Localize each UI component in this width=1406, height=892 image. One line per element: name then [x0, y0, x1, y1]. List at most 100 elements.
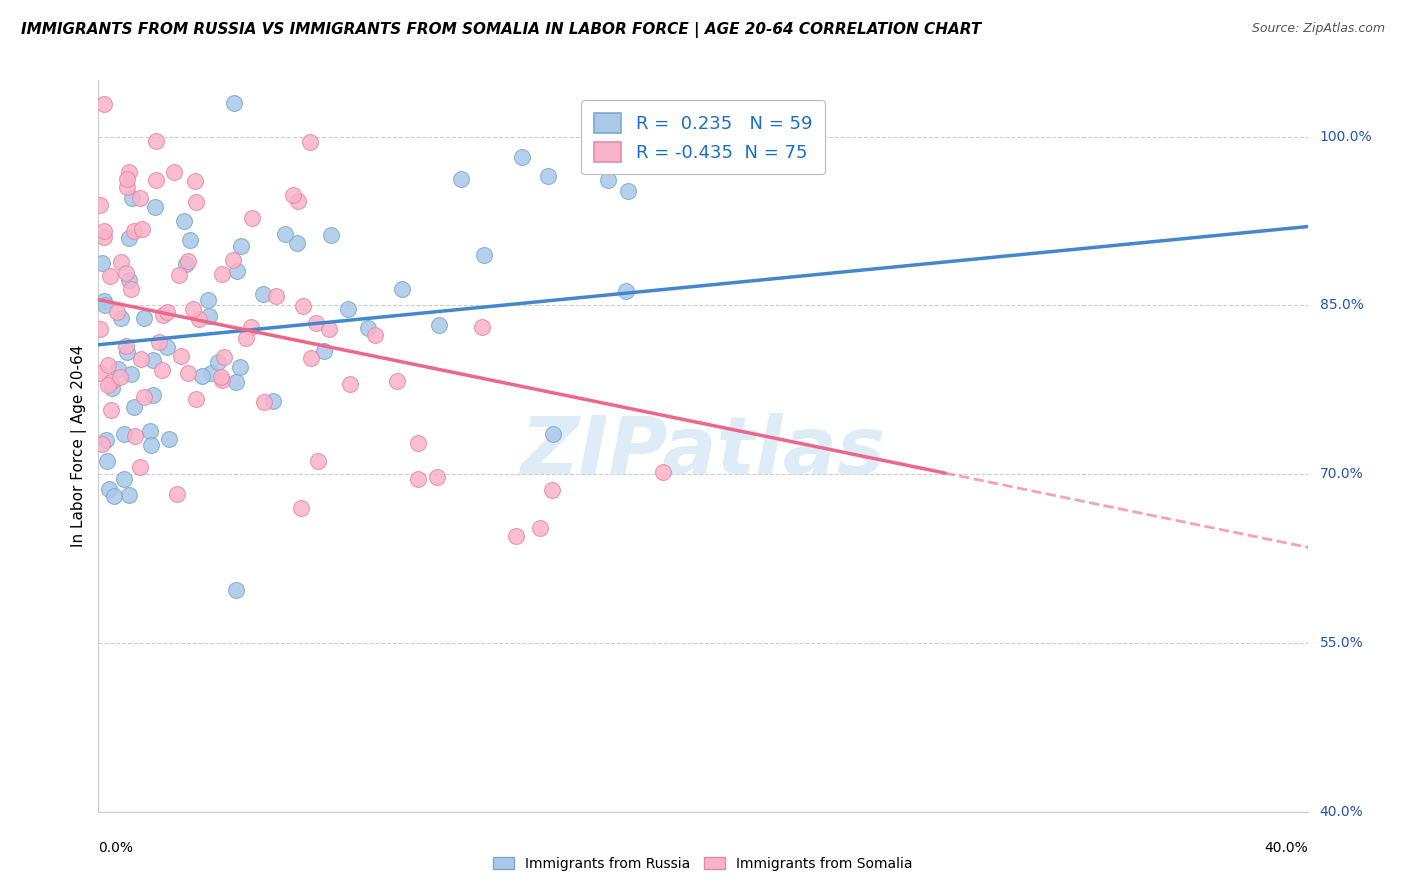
- Point: [120, 282, 142, 296]
- Point: [177, 254, 200, 268]
- Text: Source: ZipAtlas.com: Source: ZipAtlas.com: [1251, 22, 1385, 36]
- Point: [596, 173, 619, 187]
- Point: [118, 488, 141, 502]
- Point: [364, 327, 387, 342]
- Point: [273, 227, 295, 241]
- Point: [188, 311, 211, 326]
- Text: 85.0%: 85.0%: [1320, 298, 1364, 312]
- Point: [229, 360, 252, 375]
- Point: [152, 309, 174, 323]
- Point: [339, 376, 361, 391]
- Point: [186, 392, 208, 407]
- Point: [617, 184, 640, 198]
- Point: [89, 366, 111, 380]
- Point: [173, 214, 195, 228]
- Point: [89, 198, 111, 212]
- Point: [132, 311, 155, 326]
- Point: [121, 191, 143, 205]
- Point: [142, 388, 165, 402]
- Point: [143, 200, 166, 214]
- Point: [105, 305, 128, 319]
- Point: [222, 253, 245, 268]
- Point: [97, 482, 120, 496]
- Point: [312, 343, 335, 358]
- Point: [337, 301, 360, 316]
- Point: [652, 466, 675, 480]
- Point: [505, 529, 527, 543]
- Point: [319, 228, 342, 243]
- Point: [118, 165, 141, 179]
- Point: [512, 150, 534, 164]
- Point: [226, 264, 249, 278]
- Point: [290, 500, 312, 515]
- Point: [225, 375, 247, 389]
- Point: [94, 298, 117, 312]
- Point: [427, 318, 450, 332]
- Point: [190, 369, 212, 384]
- Point: [283, 188, 305, 202]
- Point: [543, 426, 565, 441]
- Point: [207, 355, 229, 369]
- Point: [94, 434, 117, 448]
- Point: [93, 224, 115, 238]
- Point: [110, 311, 132, 326]
- Text: IMMIGRANTS FROM RUSSIA VS IMMIGRANTS FROM SOMALIA IN LABOR FORCE | AGE 20-64 COR: IMMIGRANTS FROM RUSSIA VS IMMIGRANTS FRO…: [21, 22, 981, 38]
- Text: 40.0%: 40.0%: [1264, 841, 1308, 855]
- Point: [163, 164, 186, 178]
- Point: [264, 289, 287, 303]
- Point: [197, 293, 219, 307]
- Point: [235, 331, 257, 345]
- Point: [166, 487, 188, 501]
- Point: [103, 489, 125, 503]
- Point: [252, 286, 274, 301]
- Point: [93, 97, 115, 112]
- Point: [156, 340, 179, 354]
- Point: [96, 454, 118, 468]
- Legend: R =  0.235   N = 59, R = -0.435  N = 75: R = 0.235 N = 59, R = -0.435 N = 75: [581, 100, 825, 174]
- Point: [115, 339, 138, 353]
- Point: [426, 470, 449, 484]
- Point: [100, 403, 122, 417]
- Legend: Immigrants from Russia, Immigrants from Somalia: Immigrants from Russia, Immigrants from …: [488, 851, 918, 876]
- Point: [292, 300, 315, 314]
- Text: 40.0%: 40.0%: [1320, 805, 1364, 819]
- Point: [305, 316, 328, 330]
- Point: [118, 231, 141, 245]
- Point: [239, 320, 262, 334]
- Point: [110, 255, 132, 269]
- Point: [385, 374, 408, 388]
- Point: [198, 309, 221, 323]
- Point: [112, 426, 135, 441]
- Point: [231, 239, 253, 253]
- Point: [115, 180, 138, 194]
- Point: [211, 268, 233, 282]
- Point: [184, 174, 207, 188]
- Point: [101, 381, 124, 395]
- Point: [97, 377, 120, 392]
- Point: [222, 95, 245, 110]
- Point: [471, 319, 494, 334]
- Point: [181, 301, 204, 316]
- Point: [472, 248, 495, 262]
- Point: [148, 335, 170, 350]
- Point: [142, 352, 165, 367]
- Point: [115, 266, 138, 280]
- Point: [129, 352, 152, 367]
- Point: [132, 390, 155, 404]
- Point: [100, 376, 122, 390]
- Point: [145, 173, 167, 187]
- Point: [391, 282, 413, 296]
- Text: 70.0%: 70.0%: [1320, 467, 1364, 481]
- Point: [107, 361, 129, 376]
- Point: [97, 359, 120, 373]
- Point: [124, 400, 146, 414]
- Point: [124, 429, 146, 443]
- Point: [93, 293, 115, 308]
- Point: [131, 222, 153, 236]
- Point: [540, 483, 562, 497]
- Point: [139, 438, 162, 452]
- Point: [184, 194, 207, 209]
- Point: [240, 211, 263, 225]
- Point: [406, 435, 429, 450]
- Point: [299, 351, 322, 365]
